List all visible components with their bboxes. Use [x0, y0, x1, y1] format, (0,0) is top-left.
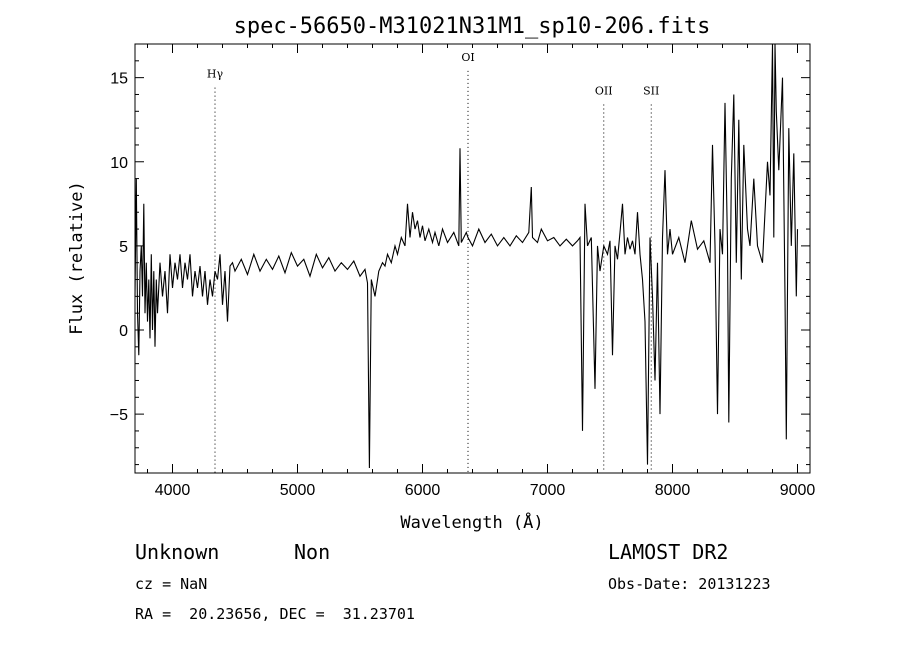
spectrum-series-line — [134, 43, 799, 469]
observation-date: Obs-Date: 20131223 — [608, 575, 771, 593]
y-tick-label: 15 — [110, 71, 128, 88]
plot-area: Hγ OI OII SII 4000 5000 6000 7000 8000 9000 −5 0 5… — [110, 43, 816, 499]
y-tick-label: 10 — [110, 155, 128, 172]
line-marker-label: OI — [461, 51, 474, 64]
x-axis-label: Wavelength (Å) — [400, 511, 543, 533]
x-tick-label: 4000 — [155, 482, 191, 499]
y-axis-ticks: −5 0 5 10 15 — [110, 60, 810, 466]
line-marker-label: SII — [643, 84, 659, 97]
y-tick-label: −5 — [110, 407, 128, 424]
line-marker-label: OII — [595, 84, 613, 97]
coordinates: RA = 20.23656, DEC = 31.23701 — [135, 605, 415, 623]
x-tick-label: 9000 — [780, 482, 816, 499]
chart-title: spec-56650-M31021N31M1_sp10-206.fits — [234, 14, 711, 39]
redshift-cz: cz = NaN — [135, 575, 207, 593]
line-markers: Hγ OI OII SII — [207, 51, 659, 473]
x-tick-label: 5000 — [280, 482, 316, 499]
x-tick-label: 7000 — [530, 482, 566, 499]
y-axis-label: Flux (relative) — [67, 181, 87, 335]
series-group — [134, 43, 799, 469]
object-subclass: Non — [294, 540, 330, 564]
y-tick-label: 5 — [119, 239, 128, 256]
x-axis-ticks: 4000 5000 6000 7000 8000 9000 — [147, 44, 816, 499]
line-marker-label: Hγ — [207, 68, 224, 81]
x-tick-label: 6000 — [405, 482, 441, 499]
object-class: Unknown — [135, 540, 219, 564]
y-tick-label: 0 — [119, 323, 128, 340]
x-tick-label: 8000 — [655, 482, 691, 499]
survey-name: LAMOST DR2 — [608, 540, 728, 564]
